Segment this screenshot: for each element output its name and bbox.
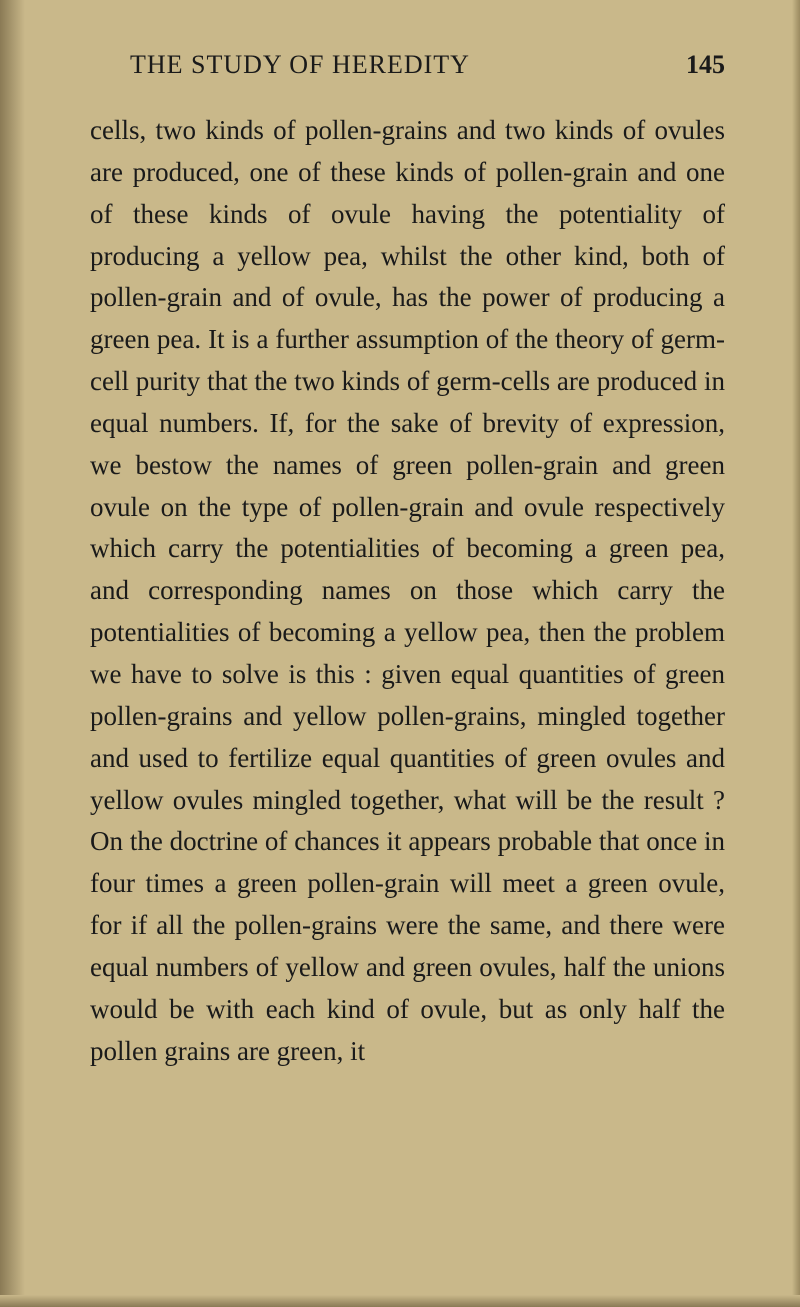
page-shadow-right	[792, 0, 800, 1307]
body-text: cells, two kinds of pollen-grains and tw…	[90, 110, 725, 1072]
page-shadow-left	[0, 0, 25, 1307]
page-number: 145	[686, 50, 725, 80]
book-page: THE STUDY OF HEREDITY 145 cells, two kin…	[0, 0, 800, 1307]
running-title: THE STUDY OF HEREDITY	[130, 50, 470, 80]
page-shadow-bottom	[0, 1295, 800, 1307]
page-header: THE STUDY OF HEREDITY 145	[90, 50, 725, 80]
